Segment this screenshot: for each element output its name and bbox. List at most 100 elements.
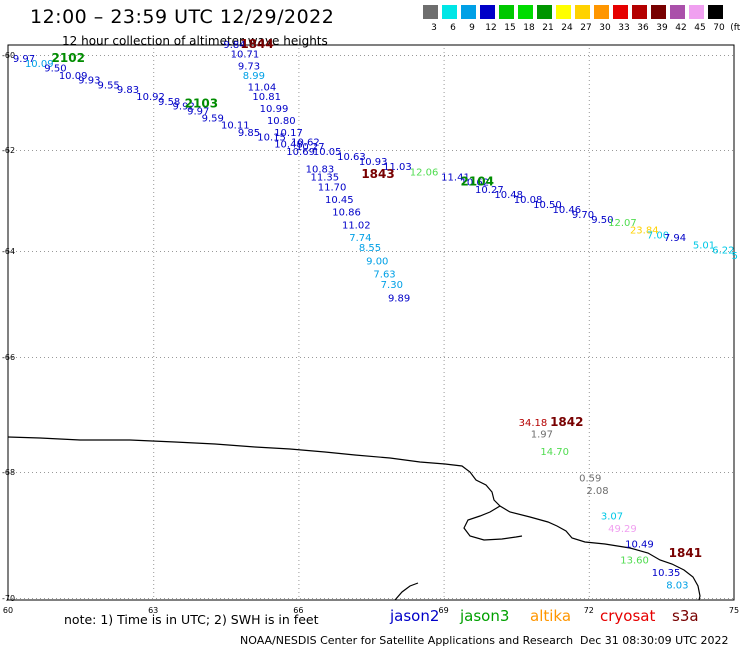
- lon-gridline: [298, 512, 300, 513]
- wave-height-label: 9.83: [117, 85, 139, 96]
- lat-gridline: [340, 55, 341, 56]
- lon-gridline: [153, 304, 155, 305]
- wave-height-label: 9.73: [238, 61, 260, 72]
- lat-gridline: [512, 251, 513, 252]
- lat-gridline: [100, 251, 101, 252]
- lat-gridline: [612, 150, 613, 151]
- lon-gridline: [588, 420, 590, 421]
- lat-gridline: [528, 357, 529, 358]
- lat-gridline: [240, 598, 241, 599]
- lat-gridline: [644, 251, 645, 252]
- wave-height-label: 10.48: [274, 140, 303, 151]
- lon-gridline: [588, 400, 590, 401]
- lat-gridline: [192, 150, 193, 151]
- lon-gridline: [298, 528, 300, 529]
- lat-gridline: [516, 150, 517, 151]
- lat-gridline: [716, 251, 717, 252]
- lat-gridline: [216, 598, 217, 599]
- lon-gridline: [588, 512, 590, 513]
- lat-gridline: [204, 598, 205, 599]
- lat-gridline: [636, 472, 637, 473]
- lat-gridline: [404, 472, 405, 473]
- lat-gridline: [384, 472, 385, 473]
- lat-gridline: [696, 357, 697, 358]
- lat-gridline: [676, 251, 677, 252]
- lon-gridline: [588, 576, 590, 577]
- lat-gridline: [692, 55, 693, 56]
- lat-gridline: [424, 55, 425, 56]
- lat-gridline: [560, 598, 561, 599]
- lat-gridline: [700, 251, 701, 252]
- lat-gridline: [260, 472, 261, 473]
- lat-gridline: [212, 472, 213, 473]
- lat-gridline: [280, 598, 281, 599]
- lat-gridline: [216, 251, 217, 252]
- lat-gridline: [68, 251, 69, 252]
- lon-gridline: [298, 440, 300, 441]
- lat-gridline: [280, 55, 281, 56]
- lon-gridline: [153, 48, 155, 49]
- lat-gridline: [144, 150, 145, 151]
- lat-gridline: [660, 150, 661, 151]
- lat-gridline: [340, 251, 341, 252]
- lat-gridline: [480, 55, 481, 56]
- credit-line: NOAA/NESDIS Center for Satellite Applica…: [240, 634, 574, 647]
- lat-gridline: [556, 598, 557, 599]
- lat-gridline: [380, 472, 381, 473]
- wave-height-label: 9.58: [158, 97, 180, 108]
- legend-swatch: [708, 5, 723, 19]
- lat-gridline: [564, 55, 565, 56]
- lat-gridline: [588, 55, 589, 56]
- lon-gridline: [153, 524, 155, 525]
- legend-label: 45: [694, 23, 706, 33]
- lon-gridline: [153, 492, 155, 493]
- lon-gridline: [588, 128, 590, 129]
- lat-gridline: [196, 251, 197, 252]
- lat-gridline: [376, 598, 377, 599]
- lat-gridline: [224, 472, 225, 473]
- lat-gridline: [408, 598, 409, 599]
- lon-gridline: [588, 292, 590, 293]
- generated-timestamp: Dec 31 08:30:09 UTC 2022: [580, 634, 729, 647]
- lat-gridline: [176, 598, 177, 599]
- lon-gridline: [298, 400, 300, 401]
- lat-gridline: [580, 472, 581, 473]
- lon-gridline: [443, 120, 445, 121]
- lon-gridline: [588, 188, 590, 189]
- lon-gridline: [298, 132, 300, 133]
- lon-gridline: [588, 300, 590, 301]
- lat-gridline: [668, 357, 669, 358]
- lat-gridline: [276, 150, 277, 151]
- lat-gridline: [136, 55, 137, 56]
- lat-gridline: [640, 55, 641, 56]
- lat-gridline: [500, 55, 501, 56]
- lat-gridline: [504, 598, 505, 599]
- lon-gridline: [298, 580, 300, 581]
- lon-gridline: [588, 416, 590, 417]
- lat-gridline: [440, 150, 441, 151]
- lat-gridline: [176, 357, 177, 358]
- lon-gridline: [443, 504, 445, 505]
- lat-gridline: [84, 150, 85, 151]
- lat-gridline: [616, 357, 617, 358]
- lon-gridline: [298, 324, 300, 325]
- lat-gridline: [320, 150, 321, 151]
- lon-gridline: [443, 264, 445, 265]
- lat-gridline: [196, 150, 197, 151]
- lat-gridline: [728, 357, 729, 358]
- lat-gridline: [316, 150, 317, 151]
- lat-gridline: [340, 150, 341, 151]
- lat-gridline: [436, 357, 437, 358]
- lat-gridline: [288, 251, 289, 252]
- wave-height-label: 10.05: [313, 147, 342, 158]
- wave-height-label: 11.04: [248, 83, 277, 94]
- lat-gridline: [244, 150, 245, 151]
- lon-gridline: [298, 436, 300, 437]
- lat-gridline: [672, 357, 673, 358]
- lon-gridline: [298, 544, 300, 545]
- lon-gridline: [298, 300, 300, 301]
- lat-gridline: [688, 150, 689, 151]
- lat-gridline: [388, 357, 389, 358]
